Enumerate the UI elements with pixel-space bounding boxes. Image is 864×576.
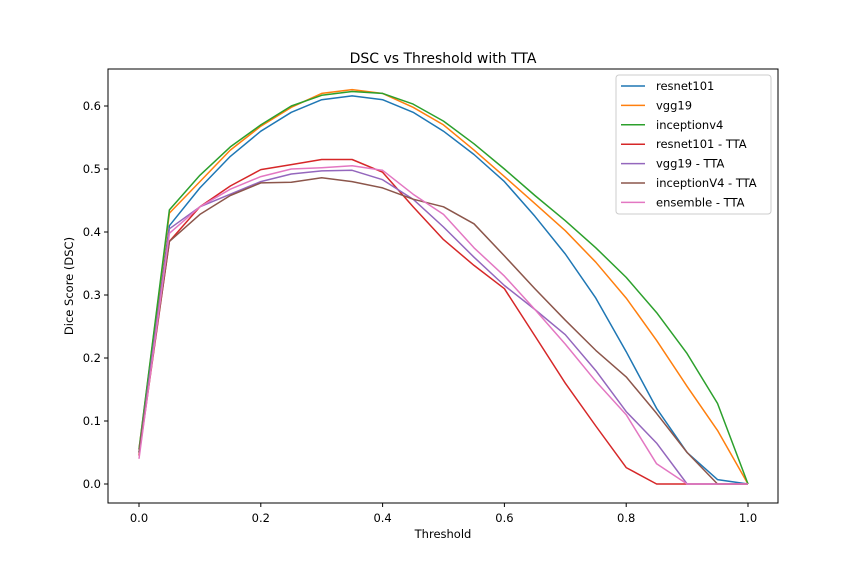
axes-frame — [107, 68, 779, 504]
legend: resnet101 vgg19 inceptionv4 resnet101 - TTA… — [615, 74, 772, 215]
y-tick-label: 0.6 — [83, 99, 101, 113]
legend-label: ensemble - TTA — [656, 195, 745, 209]
series-line-inceptionv4 — [138, 90, 749, 485]
legend-label: vgg19 — [656, 98, 692, 112]
series-line-vgg19 — [138, 88, 749, 485]
y-tick-label: 0.5 — [83, 162, 101, 176]
series-line-inceptionv4-tta — [138, 177, 748, 485]
y-axis-label: Dice Score (DSC) — [62, 237, 76, 335]
legend-label: resnet101 — [656, 79, 714, 93]
x-tick-label: 0.2 — [252, 511, 270, 525]
series-line-resnet101 — [138, 95, 749, 485]
legend-box — [615, 74, 772, 215]
x-tick-label: 0.8 — [617, 511, 635, 525]
legend-items: resnet101 vgg19 inceptionv4 resnet101 - TTA… — [621, 79, 757, 209]
y-tick-label: 0.1 — [83, 414, 101, 428]
y-axis-ticks: 0.0 0.1 0.2 0.3 0.4 0.5 0.6 — [83, 99, 108, 491]
chart-title: DSC vs Threshold with TTA — [350, 51, 537, 67]
legend-label: inceptionV4 - TTA — [656, 176, 757, 190]
x-axis-label: Threshold — [414, 527, 472, 541]
legend-label: resnet101 - TTA — [656, 137, 747, 151]
x-tick-label: 0.6 — [495, 511, 513, 525]
x-tick-label: 0.4 — [373, 511, 391, 525]
y-tick-label: 0.3 — [83, 288, 101, 302]
legend-label: vgg19 - TTA — [656, 157, 724, 171]
plot-lines — [138, 88, 749, 485]
series-line-vgg19-tta — [138, 169, 748, 485]
legend-label: inceptionv4 — [656, 118, 723, 132]
y-tick-label: 0.2 — [83, 351, 101, 365]
series-line-resnet101-tta — [138, 158, 748, 485]
y-tick-label: 0.4 — [83, 225, 101, 239]
x-tick-label: 1.0 — [739, 511, 757, 525]
x-axis-ticks: 0.0 0.2 0.4 0.6 0.8 1.0 — [130, 503, 757, 525]
y-tick-label: 0.0 — [83, 477, 101, 491]
series-line-ensemble-tta — [138, 165, 748, 485]
x-tick-label: 0.0 — [130, 511, 148, 525]
